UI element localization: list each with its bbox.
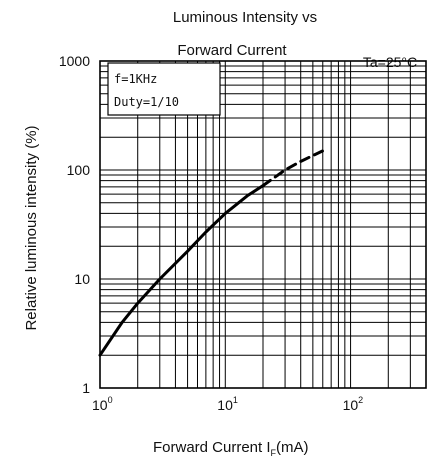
plot-frame <box>99 60 427 389</box>
y-tick-label: 100 <box>67 162 91 178</box>
legend-frame <box>107 62 221 116</box>
legend-duty: Duty=1/10 <box>114 95 179 109</box>
legend-frequency: f=1KHz <box>114 72 157 86</box>
x-tick-base: 10 <box>217 397 233 413</box>
x-axis-label-main: Forward Current I <box>153 439 271 456</box>
y-tick-labels: 1 10 100 1000 <box>59 53 90 396</box>
y-axis-label: Relative luminous intensity (%) <box>23 125 40 330</box>
series-group <box>98 149 325 357</box>
x-tick-exponent: 0 <box>108 395 113 405</box>
x-tick-exponent: 2 <box>358 395 363 405</box>
x-tick-label: 101 <box>217 395 238 413</box>
chart-title-line-1: Luminous Intensity vs <box>173 9 317 26</box>
x-axis-label-unit: (mA) <box>276 439 309 456</box>
x-tick-base: 10 <box>92 397 108 413</box>
curve-dashed-extension <box>261 149 325 188</box>
y-tick-label: 1 <box>82 380 90 396</box>
x-tick-base: 10 <box>343 397 359 413</box>
y-tick-label: 1000 <box>59 53 90 69</box>
x-tick-exponent: 1 <box>233 395 238 405</box>
x-tick-label: 100 <box>92 395 113 413</box>
x-tick-labels: 100 101 102 <box>92 395 363 413</box>
legend-box: f=1KHz Duty=1/10 <box>107 62 221 116</box>
x-axis-label: Forward Current IF(mA) <box>153 439 309 458</box>
x-axis-label-subscript: F <box>271 448 277 458</box>
chart-title-line-2: Forward Current <box>177 42 287 59</box>
y-tick-label: 10 <box>74 271 90 287</box>
x-tick-label: 102 <box>343 395 364 413</box>
curve-solid <box>98 184 265 357</box>
temperature-condition: Ta=25°C <box>363 54 417 70</box>
